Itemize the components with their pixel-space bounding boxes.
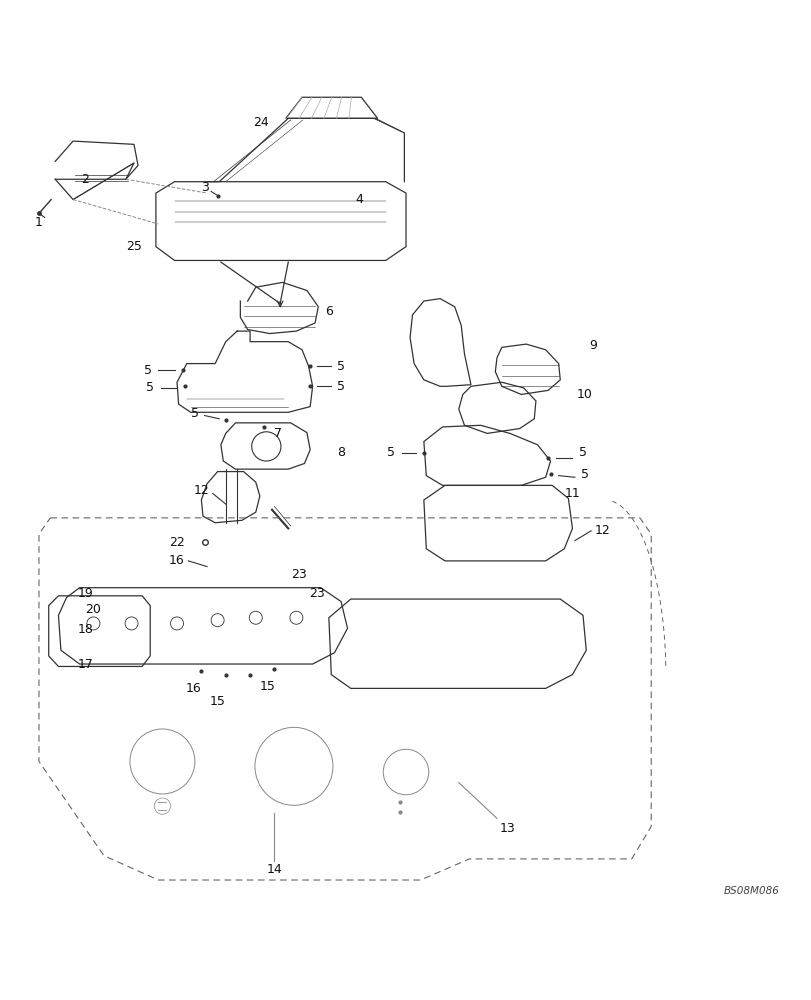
Text: 23: 23	[290, 568, 307, 581]
Text: 23: 23	[308, 587, 324, 600]
Text: 3: 3	[200, 181, 208, 194]
Text: 5: 5	[337, 380, 345, 393]
Text: 11: 11	[564, 487, 580, 500]
Text: 5: 5	[191, 407, 199, 420]
Text: 12: 12	[193, 484, 209, 497]
Text: 16: 16	[185, 682, 201, 695]
Text: 5: 5	[146, 381, 154, 394]
Text: 2: 2	[81, 173, 89, 186]
Text: 1: 1	[35, 216, 43, 229]
Text: 5: 5	[578, 446, 586, 459]
Text: 5: 5	[144, 364, 152, 377]
Text: 10: 10	[576, 388, 592, 401]
Text: 5: 5	[580, 468, 588, 481]
Text: 25: 25	[126, 240, 142, 253]
Text: 13: 13	[499, 822, 515, 835]
Text: 24: 24	[253, 116, 269, 129]
Text: 17: 17	[77, 658, 93, 671]
Text: 18: 18	[77, 623, 93, 636]
Text: 15: 15	[209, 695, 225, 708]
Text: BS08M086: BS08M086	[723, 886, 779, 896]
Text: 19: 19	[77, 587, 93, 600]
Text: 8: 8	[337, 446, 345, 459]
Text: 15: 15	[260, 680, 276, 693]
Text: 22: 22	[169, 536, 185, 549]
Text: 14: 14	[266, 863, 282, 876]
Text: 9: 9	[588, 339, 596, 352]
Text: 5: 5	[387, 446, 395, 459]
Text: 16: 16	[169, 554, 185, 567]
Text: 5: 5	[337, 360, 345, 373]
Text: 4: 4	[354, 193, 363, 206]
Text: 7: 7	[273, 427, 281, 440]
Text: 6: 6	[324, 305, 333, 318]
Text: 12: 12	[594, 524, 610, 537]
Text: 20: 20	[85, 603, 101, 616]
